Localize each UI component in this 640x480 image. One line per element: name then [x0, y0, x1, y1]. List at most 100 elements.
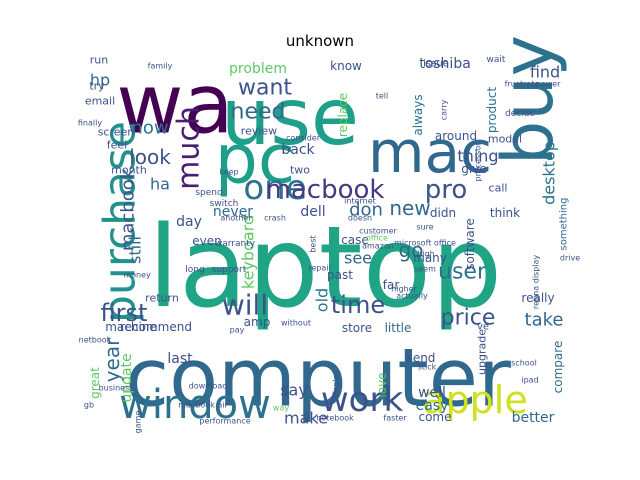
cloud-word-many: many — [413, 251, 447, 265]
cloud-word-game: game — [134, 411, 143, 434]
chart-title: unknown — [285, 32, 355, 50]
cloud-word-keep: keep — [219, 168, 238, 177]
cloud-word-something: something — [559, 198, 570, 251]
cloud-word-frustrate: frustrate — [505, 80, 540, 89]
cloud-word-wait: wait — [487, 55, 506, 65]
cloud-word-one: one — [243, 168, 306, 208]
cloud-word-carry: carry — [440, 100, 449, 121]
cloud-word-say: say — [280, 381, 308, 400]
cloud-word-always: always — [411, 94, 425, 135]
cloud-word-netbook: netbook — [79, 336, 112, 345]
cloud-word-user: user — [438, 260, 487, 285]
cloud-word-amazon: amazon — [362, 242, 394, 251]
cloud-word-performance: performance — [199, 417, 250, 426]
cloud-word-review: review — [241, 125, 277, 138]
cloud-word-come: come — [418, 410, 451, 424]
cloud-word-upgrade: upgrade — [476, 329, 489, 375]
cloud-word-high: high — [417, 250, 434, 259]
cloud-word-sure: sure — [416, 223, 433, 232]
cloud-word-retina-display: retina display — [532, 255, 541, 310]
cloud-word-make: make — [284, 409, 328, 428]
cloud-word-pc: pc — [215, 121, 296, 200]
cloud-word-recommend: recommend — [120, 320, 192, 334]
cloud-word-switch: switch — [210, 199, 239, 209]
cloud-word-doesn: doesn — [348, 214, 372, 223]
cloud-word-issue: issue — [423, 59, 449, 70]
cloud-word-gb: gb — [84, 401, 94, 410]
cloud-word-know: know — [330, 59, 362, 73]
cloud-word-buy: buy — [487, 35, 569, 165]
cloud-word-model: model — [488, 133, 522, 146]
cloud-word-use: use — [221, 73, 359, 163]
cloud-word-first: first — [101, 299, 148, 327]
cloud-word-love: love — [375, 372, 389, 397]
cloud-word-find: find — [530, 63, 560, 82]
cloud-word-work: work — [321, 380, 404, 420]
cloud-word-dell: dell — [300, 204, 325, 220]
cloud-word-return: return — [145, 292, 179, 305]
cloud-word-great: great — [88, 367, 102, 399]
cloud-word-take: take — [525, 310, 564, 331]
cloud-word-crash: crash — [264, 214, 286, 223]
cloud-word-actually: actually — [396, 292, 428, 301]
cloud-word-ipad: ipad — [521, 376, 538, 385]
cloud-word-window: window — [119, 382, 271, 428]
cloud-word-much: much — [172, 106, 207, 190]
cloud-word-need: need — [231, 100, 286, 125]
cloud-word-feel: feel — [107, 139, 127, 152]
cloud-word-way: way — [273, 404, 289, 413]
cloud-word-replace: replace — [336, 93, 350, 137]
cloud-word-microsoft-office: microsoft office — [394, 239, 456, 248]
cloud-word-warranty: warranty — [215, 239, 256, 249]
cloud-word-laptop: laptop — [148, 203, 502, 333]
cloud-word-ha: ha — [150, 175, 170, 194]
cloud-word-run: run — [90, 54, 108, 67]
cloud-word-month: month — [111, 164, 147, 177]
cloud-word-really: really — [521, 291, 554, 305]
cloud-word-little: little — [385, 321, 412, 335]
cloud-word-go: go — [399, 238, 424, 262]
cloud-word-business: business — [99, 384, 134, 393]
cloud-word-want: want — [238, 76, 292, 101]
cloud-word-now: now — [131, 118, 168, 139]
cloud-word-long: long — [185, 265, 204, 275]
cloud-word-without: without — [281, 319, 311, 328]
cloud-word-drive: drive — [560, 254, 580, 263]
cloud-word-two: two — [290, 164, 310, 177]
cloud-word-office: office — [366, 234, 388, 243]
cloud-word-support: support — [212, 265, 247, 275]
cloud-word-around: around — [435, 129, 477, 143]
cloud-word-problem: problem — [229, 61, 287, 77]
cloud-word-display: display — [332, 370, 341, 399]
cloud-word-product: product — [485, 87, 499, 133]
cloud-word-better: better — [512, 410, 555, 426]
cloud-word-amp: amp — [244, 315, 271, 329]
cloud-word-don: don — [349, 200, 383, 221]
cloud-word-compare: compare — [551, 341, 565, 394]
cloud-word-software: software — [463, 218, 477, 270]
cloud-word-still: still — [126, 236, 145, 264]
cloud-word-wa: wa — [116, 58, 233, 153]
cloud-word-give: give — [461, 162, 486, 176]
cloud-word-finally: finally — [78, 119, 102, 128]
cloud-word-look: look — [129, 145, 171, 169]
cloud-word-repair: repair — [308, 264, 332, 273]
cloud-word-price: price — [441, 306, 496, 331]
cloud-word-year: year — [100, 337, 124, 382]
cloud-word-desktop: desktop — [540, 141, 559, 205]
cloud-word-update: update — [119, 353, 135, 402]
cloud-word-pro: pro — [425, 175, 468, 205]
cloud-word-machine: machine — [105, 320, 157, 334]
cloud-word-money: money — [123, 271, 151, 280]
cloud-word-power: power — [536, 80, 561, 89]
cloud-word-new: new — [389, 196, 430, 220]
cloud-word-seem: seem — [414, 265, 436, 274]
cloud-word-apple: apple — [422, 378, 527, 422]
cloud-word-thing: thing — [457, 147, 498, 166]
cloud-word-back: back — [281, 142, 315, 158]
cloud-word-case: case — [341, 233, 369, 247]
cloud-word-tell: tell — [376, 92, 389, 101]
cloud-word-even: even — [192, 234, 221, 248]
cloud-word-download: download — [189, 382, 228, 391]
cloud-word-try: try — [89, 80, 105, 93]
